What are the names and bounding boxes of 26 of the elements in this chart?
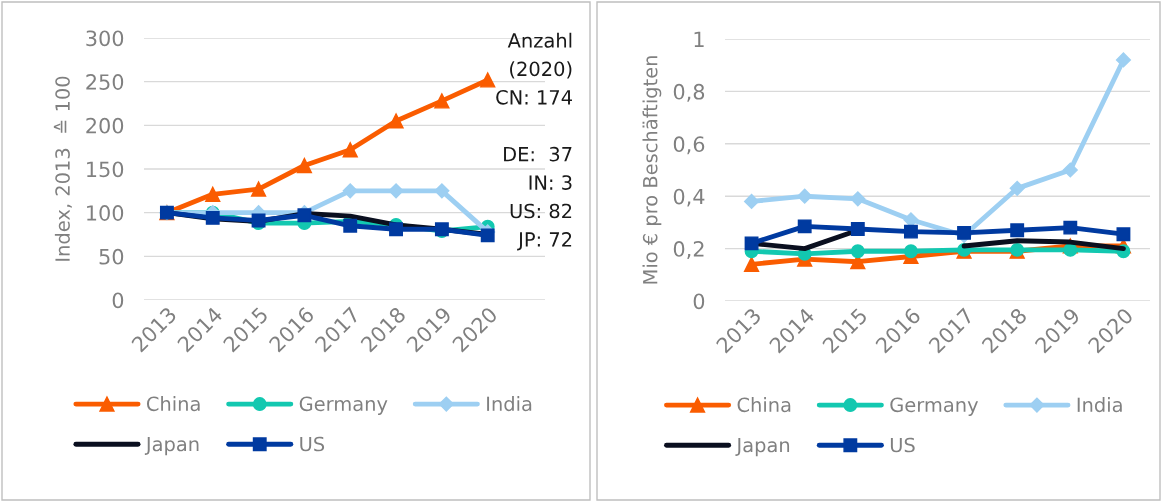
y-axis-title: Mio € pro Beschäftigten (642, 56, 662, 284)
legend-label: Japan (735, 437, 790, 457)
text: Anzahl (2020) CN: 174 DE: 37 IN: 3 US: 82 JP: 72 (496, 32, 572, 251)
legend-label: China (146, 396, 200, 412)
legend-label: US (300, 436, 325, 452)
y-tick-label: 300 (86, 30, 124, 47)
y-tick-label: 150 (87, 161, 124, 178)
y-tick-label: 200 (86, 117, 124, 134)
y-tick-label: 0,8 (673, 83, 705, 102)
legend-label: China (737, 397, 791, 413)
y-tick-label: 100 (87, 205, 124, 221)
y-tick-label: 1 (694, 31, 704, 47)
y-tick-label: 50 (99, 248, 124, 265)
y-tick-label: 0,2 (673, 241, 704, 259)
y-axis-title: Index, 2013 ≙ 100 (53, 76, 72, 261)
legend-label: India (487, 396, 532, 412)
legend-label: India (1077, 397, 1122, 413)
y-tick-label: 0 (693, 293, 705, 310)
legend-label: Germany (890, 397, 979, 416)
y-tick-label: 0,4 (673, 188, 705, 207)
y-tick-label: 250 (86, 74, 124, 90)
legend-label: US (890, 437, 915, 453)
legend-label: Germany (299, 396, 388, 415)
y-tick-label: 0 (112, 292, 124, 309)
legend-label: Japan (144, 436, 199, 456)
y-tick-label: 0,6 (673, 136, 705, 155)
